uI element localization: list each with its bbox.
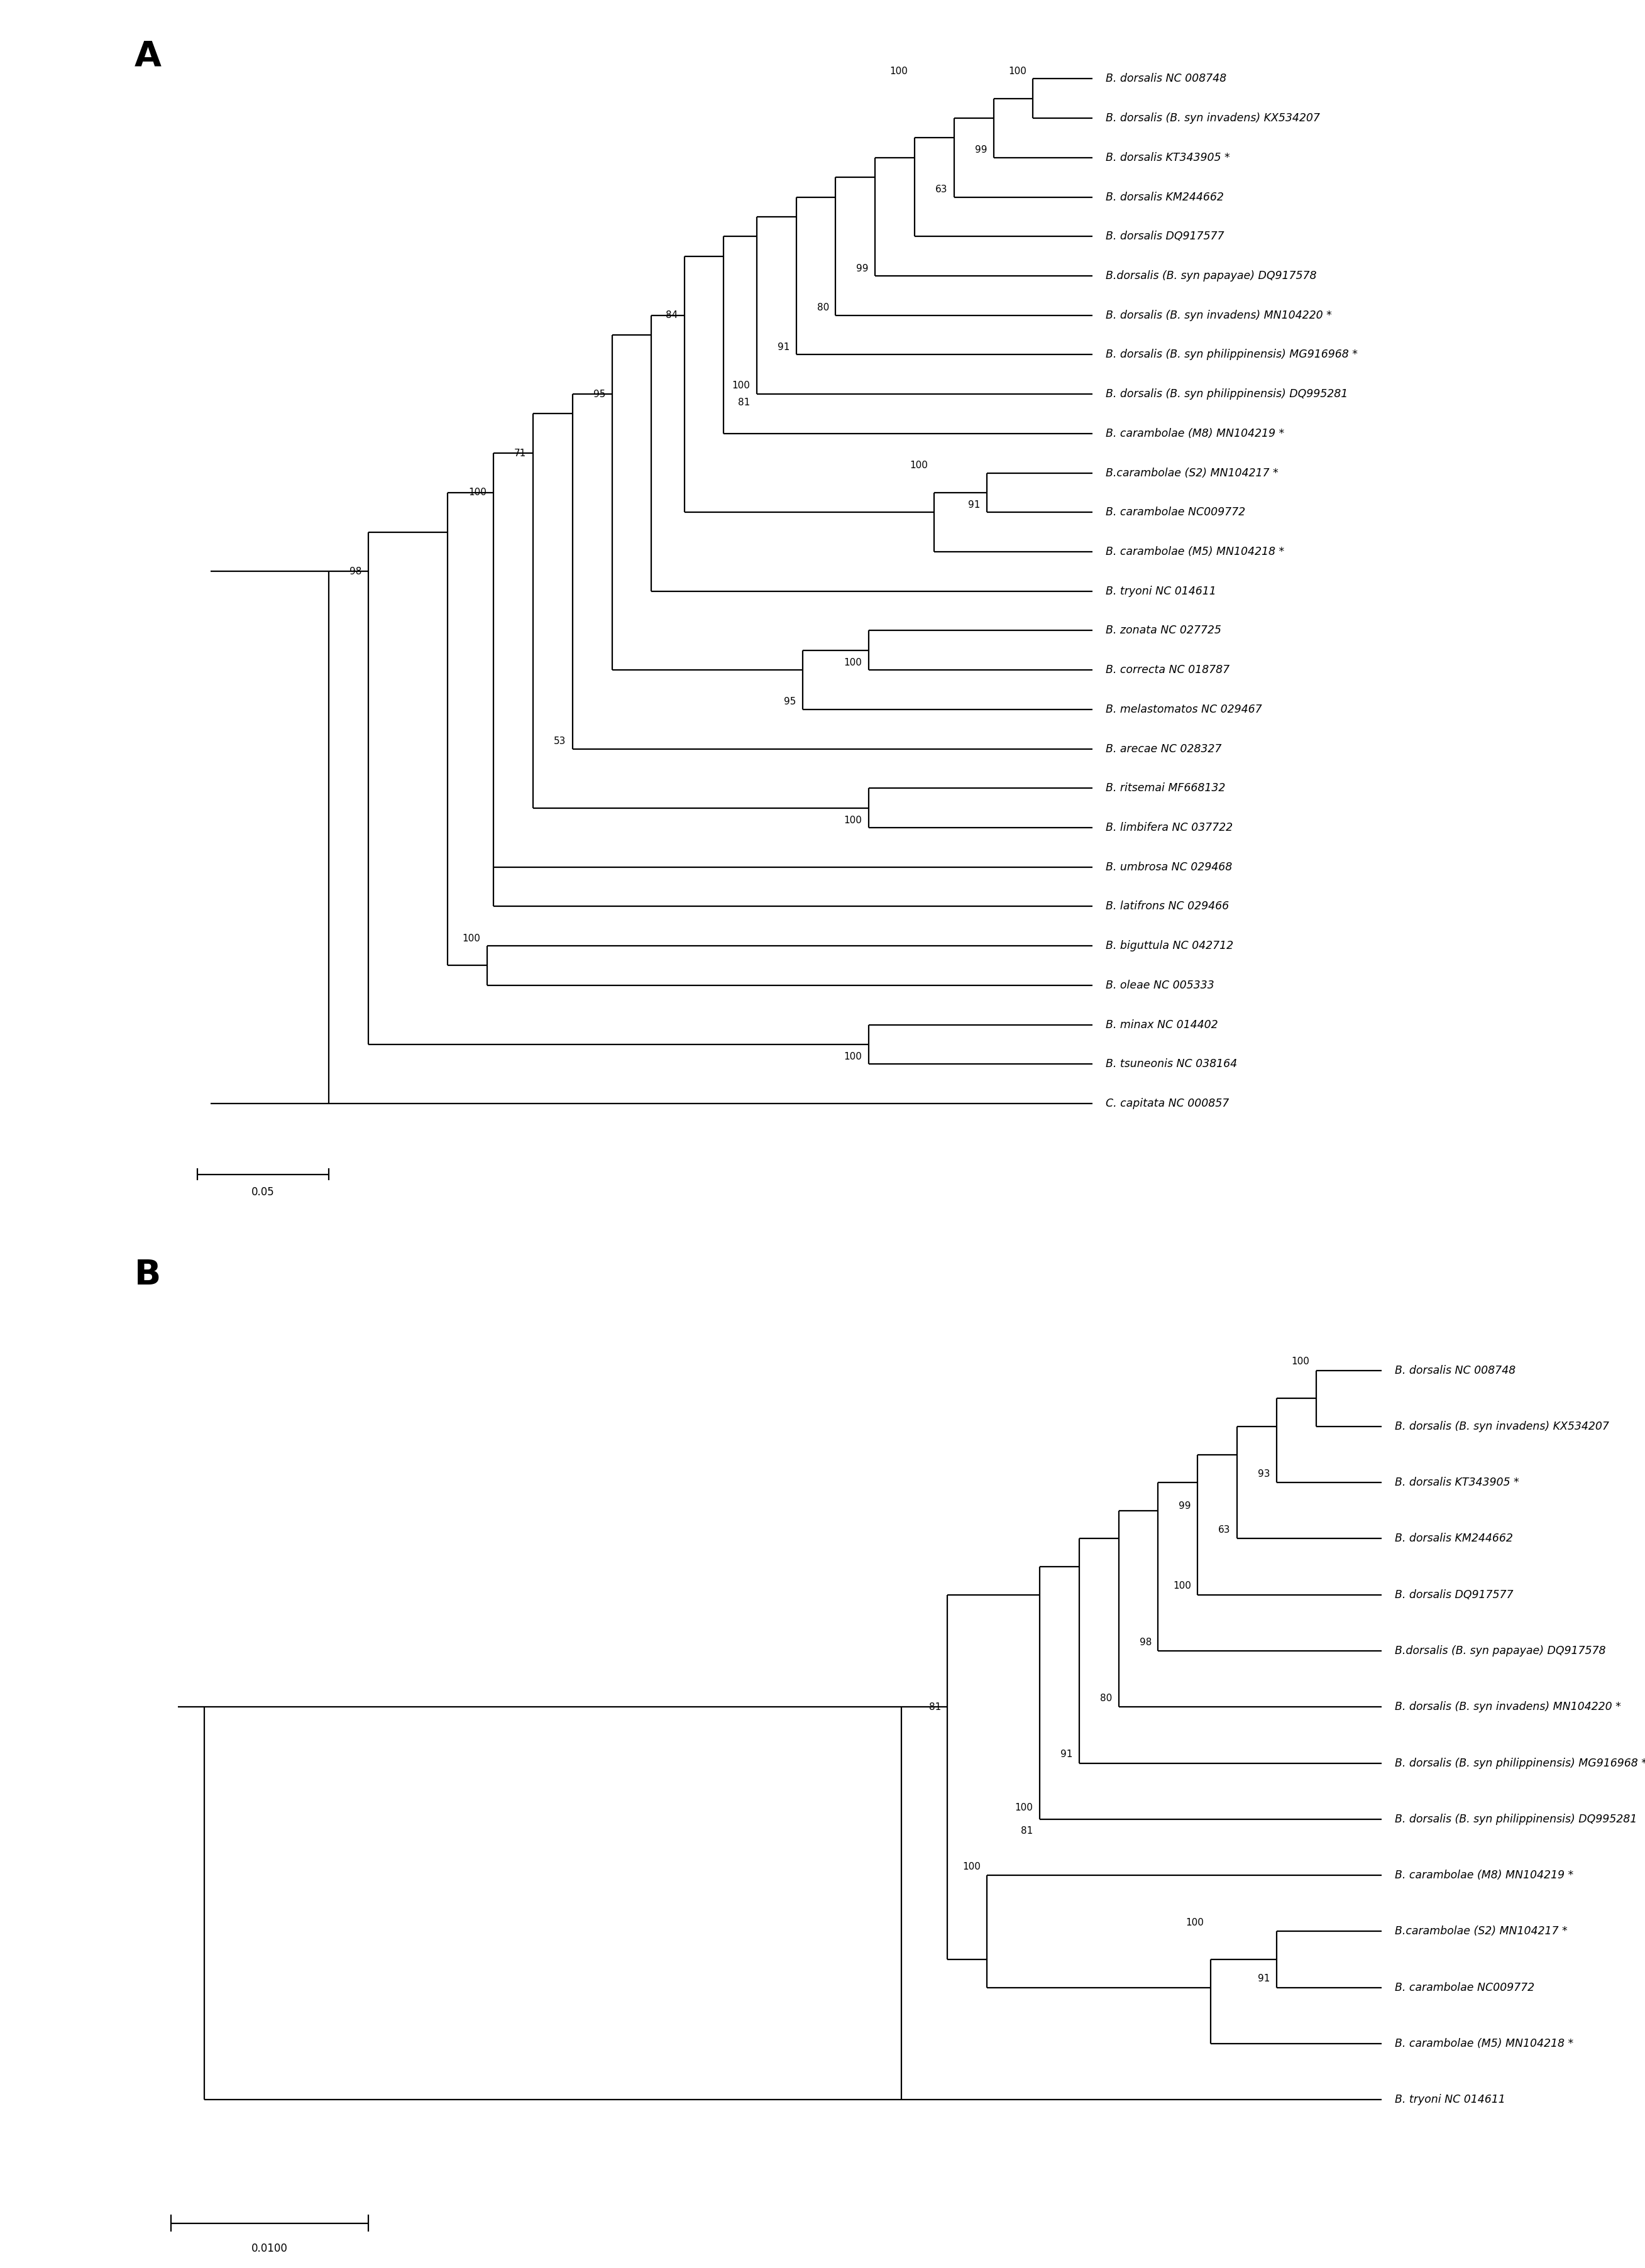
Text: 100: 100 [462,934,480,943]
Text: 99: 99 [857,263,869,272]
Text: B.carambolae (S2) MN104217 *: B.carambolae (S2) MN104217 * [1105,467,1278,479]
Text: 100: 100 [1173,1581,1191,1590]
Text: B. dorsalis KM244662: B. dorsalis KM244662 [1395,1533,1513,1545]
Text: B. dorsalis (B. syn invadens) MN104220 *: B. dorsalis (B. syn invadens) MN104220 * [1395,1701,1622,1712]
Text: 81: 81 [929,1703,941,1712]
Text: B. arecae NC 028327: B. arecae NC 028327 [1105,744,1221,755]
Text: B. dorsalis DQ917577: B. dorsalis DQ917577 [1395,1590,1513,1601]
Text: 81: 81 [739,399,750,408]
Text: B: B [135,1259,161,1293]
Text: 98: 98 [350,567,362,576]
Text: 53: 53 [554,737,566,746]
Text: 100: 100 [1186,1919,1204,1928]
Text: 91: 91 [1258,1973,1270,1985]
Text: B. melastomatos NC 029467: B. melastomatos NC 029467 [1105,703,1262,714]
Text: B. tryoni NC 014611: B. tryoni NC 014611 [1105,585,1216,596]
Text: 80: 80 [1101,1694,1112,1703]
Text: 91: 91 [778,342,790,352]
Text: 100: 100 [910,460,928,469]
Text: 95: 95 [594,390,605,399]
Text: B. dorsalis (B. syn philippinensis) DQ995281: B. dorsalis (B. syn philippinensis) DQ99… [1395,1814,1637,1826]
Text: A: A [135,39,161,73]
Text: 71: 71 [515,449,526,458]
Text: B. carambolae (M8) MN104219 *: B. carambolae (M8) MN104219 * [1105,429,1285,440]
Text: B. carambolae (M8) MN104219 *: B. carambolae (M8) MN104219 * [1395,1869,1574,1880]
Text: B. carambolae NC009772: B. carambolae NC009772 [1395,1982,1535,1994]
Text: B. umbrosa NC 029468: B. umbrosa NC 029468 [1105,862,1232,873]
Text: 99: 99 [975,145,987,154]
Text: B.dorsalis (B. syn papayae) DQ917578: B.dorsalis (B. syn papayae) DQ917578 [1395,1644,1606,1656]
Text: B. oleae NC 005333: B. oleae NC 005333 [1105,980,1214,991]
Text: 100: 100 [1291,1356,1309,1365]
Text: 63: 63 [1219,1526,1230,1535]
Text: 91: 91 [969,501,980,510]
Text: 100: 100 [962,1862,980,1871]
Text: 100: 100 [1015,1803,1033,1812]
Text: B. dorsalis NC 008748: B. dorsalis NC 008748 [1395,1365,1515,1377]
Text: 100: 100 [844,816,862,826]
Text: 100: 100 [844,1052,862,1061]
Text: B. dorsalis (B. syn invadens) KX534207: B. dorsalis (B. syn invadens) KX534207 [1105,113,1319,125]
Text: 84: 84 [666,311,678,320]
Text: B. latifrons NC 029466: B. latifrons NC 029466 [1105,900,1229,912]
Text: B. dorsalis NC 008748: B. dorsalis NC 008748 [1105,73,1226,84]
Text: C. capitata NC 000857: C. capitata NC 000857 [1105,1098,1229,1109]
Text: B. dorsalis KT343905 *: B. dorsalis KT343905 * [1105,152,1230,163]
Text: B. tsuneonis NC 038164: B. tsuneonis NC 038164 [1105,1059,1237,1070]
Text: B. dorsalis (B. syn philippinensis) MG916968 *: B. dorsalis (B. syn philippinensis) MG91… [1105,349,1357,361]
Text: B. tryoni NC 014611: B. tryoni NC 014611 [1395,2093,1505,2105]
Text: 100: 100 [1008,66,1026,77]
Text: B. dorsalis (B. syn philippinensis) MG916968 *: B. dorsalis (B. syn philippinensis) MG91… [1395,1758,1645,1769]
Text: B. carambolae (M5) MN104218 *: B. carambolae (M5) MN104218 * [1395,2039,1574,2050]
Text: 100: 100 [844,658,862,667]
Text: 98: 98 [1140,1637,1151,1647]
Text: 99: 99 [1179,1501,1191,1510]
Text: B. correcta NC 018787: B. correcta NC 018787 [1105,665,1229,676]
Text: B. carambolae NC009772: B. carambolae NC009772 [1105,506,1245,517]
Text: 81: 81 [1022,1826,1033,1835]
Text: 63: 63 [936,186,948,195]
Text: 0.0100: 0.0100 [252,2243,288,2254]
Text: 80: 80 [818,304,829,313]
Text: 93: 93 [1258,1470,1270,1479]
Text: B. dorsalis (B. syn invadens) MN104220 *: B. dorsalis (B. syn invadens) MN104220 * [1105,311,1332,322]
Text: B. carambolae (M5) MN104218 *: B. carambolae (M5) MN104218 * [1105,547,1285,558]
Text: 95: 95 [785,696,796,708]
Text: B.carambolae (S2) MN104217 *: B.carambolae (S2) MN104217 * [1395,1926,1568,1937]
Text: 91: 91 [1061,1749,1073,1760]
Text: 100: 100 [890,66,908,77]
Text: 0.05: 0.05 [252,1186,275,1198]
Text: 100: 100 [469,488,487,497]
Text: B. dorsalis (B. syn invadens) KX534207: B. dorsalis (B. syn invadens) KX534207 [1395,1420,1609,1431]
Text: B.dorsalis (B. syn papayae) DQ917578: B.dorsalis (B. syn papayae) DQ917578 [1105,270,1316,281]
Text: B. dorsalis DQ917577: B. dorsalis DQ917577 [1105,231,1224,243]
Text: B. dorsalis (B. syn philippinensis) DQ995281: B. dorsalis (B. syn philippinensis) DQ99… [1105,388,1347,399]
Text: B. dorsalis KT343905 *: B. dorsalis KT343905 * [1395,1476,1520,1488]
Text: 100: 100 [732,381,750,390]
Text: B. ritsemai MF668132: B. ritsemai MF668132 [1105,782,1226,794]
Text: B. dorsalis KM244662: B. dorsalis KM244662 [1105,191,1224,202]
Text: B. zonata NC 027725: B. zonata NC 027725 [1105,626,1221,637]
Text: B. limbifera NC 037722: B. limbifera NC 037722 [1105,821,1232,832]
Text: B. biguttula NC 042712: B. biguttula NC 042712 [1105,941,1234,953]
Text: B. minax NC 014402: B. minax NC 014402 [1105,1018,1217,1030]
